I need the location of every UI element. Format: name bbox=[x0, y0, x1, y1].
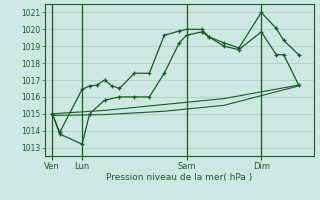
X-axis label: Pression niveau de la mer( hPa ): Pression niveau de la mer( hPa ) bbox=[106, 173, 252, 182]
